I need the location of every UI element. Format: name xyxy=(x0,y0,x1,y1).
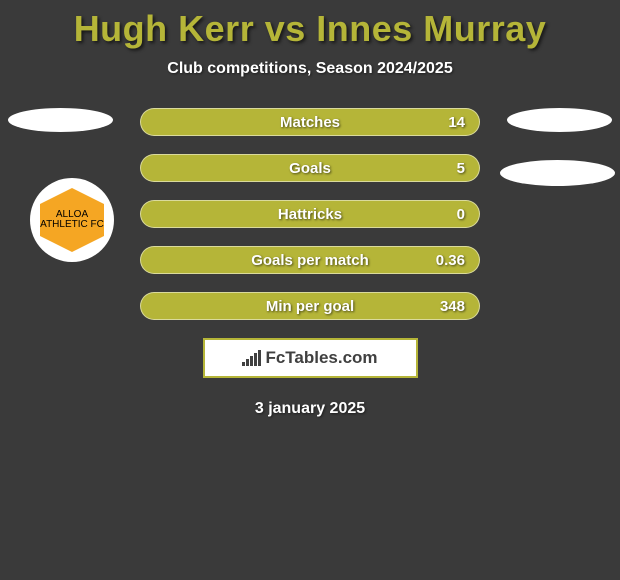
stat-label: Min per goal xyxy=(141,298,479,315)
stat-label: Hattricks xyxy=(141,206,479,223)
player-left-placeholder xyxy=(8,108,113,132)
stat-value: 14 xyxy=(448,114,465,131)
club-badge: ALLOA ATHLETIC FC xyxy=(30,178,114,262)
date-text: 3 january 2025 xyxy=(0,400,620,418)
stat-label: Goals xyxy=(141,160,479,177)
page-title: Hugh Kerr vs Innes Murray xyxy=(0,8,620,50)
stat-row-goals-per-match: Goals per match 0.36 xyxy=(140,246,480,274)
player-right-placeholder-1 xyxy=(507,108,612,132)
source-logo[interactable]: FcTables.com xyxy=(203,338,418,378)
stats-list: Matches 14 Goals 5 Hattricks 0 Goals per… xyxy=(140,108,480,320)
stat-value: 348 xyxy=(440,298,465,315)
stat-row-min-per-goal: Min per goal 348 xyxy=(140,292,480,320)
club-badge-text: ALLOA ATHLETIC FC xyxy=(40,210,104,230)
stat-label: Goals per match xyxy=(141,252,479,269)
stat-value: 5 xyxy=(457,160,465,177)
player-right-placeholder-2 xyxy=(500,160,615,186)
source-site: FcTables.com xyxy=(265,348,377,368)
stat-value: 0 xyxy=(457,206,465,223)
stat-label: Matches xyxy=(141,114,479,131)
subtitle: Club competitions, Season 2024/2025 xyxy=(0,60,620,78)
stat-value: 0.36 xyxy=(436,252,465,269)
stat-row-goals: Goals 5 xyxy=(140,154,480,182)
chart-icon xyxy=(242,350,261,366)
stat-row-hattricks: Hattricks 0 xyxy=(140,200,480,228)
stat-row-matches: Matches 14 xyxy=(140,108,480,136)
